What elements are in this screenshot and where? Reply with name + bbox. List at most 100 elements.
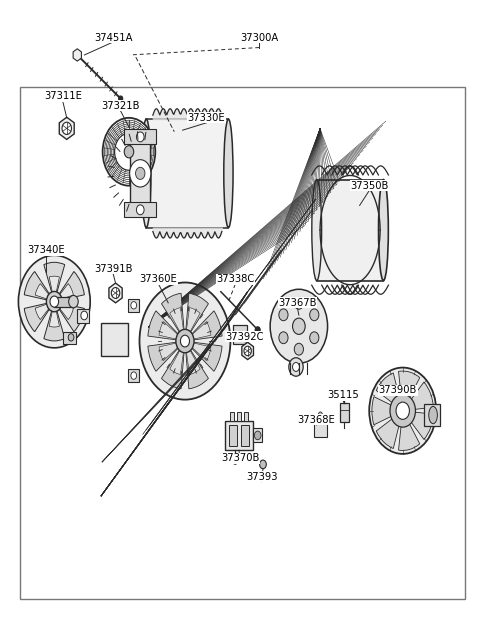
Bar: [77, 309, 89, 323]
Wedge shape: [185, 341, 222, 371]
Circle shape: [124, 146, 134, 158]
Circle shape: [319, 412, 323, 417]
Ellipse shape: [142, 119, 151, 227]
Wedge shape: [161, 294, 185, 341]
Circle shape: [279, 332, 288, 344]
Wedge shape: [44, 302, 65, 341]
Text: 37338C: 37338C: [216, 274, 254, 284]
Text: 37360E: 37360E: [140, 274, 178, 284]
Wedge shape: [170, 308, 185, 341]
Text: 37367B: 37367B: [278, 298, 317, 308]
Circle shape: [68, 334, 74, 341]
Wedge shape: [35, 302, 54, 320]
Wedge shape: [54, 284, 73, 302]
Bar: [314, 421, 327, 437]
Wedge shape: [148, 341, 185, 371]
Circle shape: [310, 332, 319, 344]
Wedge shape: [35, 284, 54, 302]
Text: 37391B: 37391B: [94, 264, 132, 274]
Circle shape: [294, 343, 303, 355]
Wedge shape: [398, 411, 420, 451]
Bar: [124, 130, 156, 144]
Wedge shape: [54, 302, 84, 332]
Wedge shape: [185, 321, 211, 341]
Wedge shape: [185, 311, 222, 341]
Circle shape: [396, 402, 409, 420]
Text: 37392C: 37392C: [226, 332, 264, 342]
Text: 37330E: 37330E: [188, 113, 225, 123]
Circle shape: [270, 289, 327, 363]
Bar: [124, 203, 156, 217]
Ellipse shape: [312, 179, 322, 281]
Circle shape: [244, 346, 252, 356]
Wedge shape: [54, 271, 84, 302]
Circle shape: [294, 297, 303, 309]
Bar: [237, 412, 241, 421]
Wedge shape: [185, 341, 200, 375]
Text: 37451A: 37451A: [94, 33, 132, 43]
Circle shape: [69, 295, 78, 308]
Bar: [340, 404, 348, 422]
Wedge shape: [185, 341, 211, 360]
Circle shape: [180, 335, 190, 347]
Circle shape: [255, 327, 260, 333]
Circle shape: [119, 96, 122, 101]
Polygon shape: [242, 342, 253, 360]
Ellipse shape: [379, 179, 388, 281]
Circle shape: [140, 282, 230, 400]
Bar: [129, 298, 139, 312]
Circle shape: [136, 205, 144, 214]
Bar: [317, 179, 384, 281]
Bar: [233, 324, 247, 344]
Wedge shape: [49, 276, 60, 302]
Circle shape: [62, 122, 72, 135]
Circle shape: [176, 329, 194, 353]
Wedge shape: [398, 371, 420, 411]
Wedge shape: [185, 341, 208, 389]
Circle shape: [131, 302, 137, 309]
Wedge shape: [24, 302, 54, 332]
Circle shape: [292, 363, 300, 371]
Text: 37340E: 37340E: [27, 245, 65, 255]
Wedge shape: [376, 373, 403, 411]
Circle shape: [369, 368, 436, 454]
Circle shape: [136, 132, 144, 142]
Circle shape: [50, 296, 59, 307]
Wedge shape: [185, 294, 208, 341]
Bar: [229, 425, 237, 446]
Ellipse shape: [224, 119, 233, 227]
Wedge shape: [159, 321, 185, 341]
Circle shape: [115, 133, 144, 171]
Wedge shape: [44, 262, 65, 302]
Ellipse shape: [429, 407, 437, 424]
Circle shape: [292, 318, 305, 334]
Wedge shape: [170, 341, 185, 375]
Text: 37300A: 37300A: [240, 33, 278, 43]
Bar: [54, 297, 73, 307]
Circle shape: [103, 118, 156, 185]
Circle shape: [120, 141, 138, 163]
Circle shape: [130, 159, 151, 187]
Circle shape: [254, 431, 261, 440]
Circle shape: [289, 358, 303, 376]
Wedge shape: [159, 341, 185, 360]
Circle shape: [260, 460, 266, 468]
Circle shape: [47, 292, 62, 311]
Bar: [63, 332, 76, 344]
Wedge shape: [148, 311, 185, 341]
Circle shape: [131, 372, 137, 379]
Bar: [20, 87, 465, 599]
Wedge shape: [403, 382, 433, 411]
Circle shape: [279, 309, 288, 321]
Bar: [129, 369, 139, 383]
Bar: [101, 323, 128, 357]
Wedge shape: [49, 302, 60, 327]
Bar: [244, 412, 248, 421]
Circle shape: [81, 311, 87, 320]
Circle shape: [233, 458, 238, 464]
Wedge shape: [24, 271, 54, 302]
Text: 37311E: 37311E: [44, 91, 82, 101]
Text: 37390B: 37390B: [379, 386, 417, 396]
Wedge shape: [376, 411, 403, 449]
Bar: [424, 404, 440, 426]
